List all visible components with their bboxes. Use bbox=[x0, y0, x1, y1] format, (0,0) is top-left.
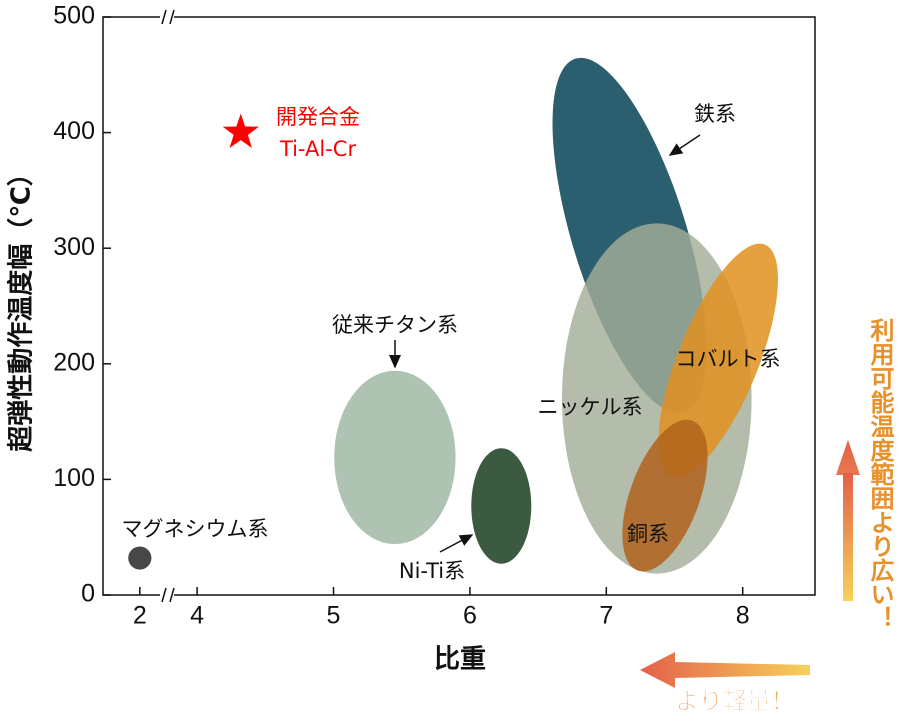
material-ellipse bbox=[622, 419, 708, 572]
y-tick-label: 500 bbox=[53, 2, 95, 30]
y-tick-label: 100 bbox=[53, 464, 95, 492]
material-ellipse bbox=[128, 546, 152, 570]
plot-marks bbox=[128, 57, 778, 574]
material-ellipse bbox=[334, 370, 456, 545]
y-tick-label: 200 bbox=[53, 348, 95, 376]
up-arrow-shaft bbox=[843, 473, 853, 601]
x-tick-label: 4 bbox=[190, 602, 204, 630]
series-label: 鉄系 bbox=[694, 102, 736, 126]
series-label: ニッケル系 bbox=[538, 395, 643, 419]
label-arrow bbox=[668, 134, 701, 156]
y-axis-label: 超弾性動作温度幅（℃） bbox=[6, 160, 37, 452]
x-tick-label: 8 bbox=[736, 602, 750, 630]
x-axis-label: 比重 bbox=[434, 645, 486, 675]
y-tick-label: 0 bbox=[81, 580, 95, 608]
up-arrow bbox=[836, 440, 860, 600]
left-arrow bbox=[640, 652, 810, 688]
x-tick-label: 5 bbox=[327, 602, 341, 630]
y-tick-label: 300 bbox=[53, 233, 95, 261]
series-label: Ni-Ti系 bbox=[399, 559, 465, 583]
wider-annotation: 利用可能温度範囲より広い！ bbox=[866, 318, 894, 630]
series-label: 銅系 bbox=[627, 522, 669, 546]
series-sublabel: Ti-Al-Cr bbox=[279, 137, 357, 161]
plot-frame bbox=[102, 16, 816, 596]
star-marker bbox=[222, 113, 259, 148]
series-label: マグネシウム系 bbox=[122, 517, 269, 541]
y-tick-label: 400 bbox=[53, 117, 95, 145]
series-label: 開発合金 bbox=[276, 105, 360, 129]
axis-break bbox=[160, 9, 175, 603]
label-arrow bbox=[439, 534, 474, 553]
series-label: 従来チタン系 bbox=[332, 313, 458, 337]
material-ellipse bbox=[471, 448, 532, 564]
x-tick-label: 2 bbox=[133, 602, 147, 630]
x-tick-label: 7 bbox=[599, 602, 613, 630]
material-ellipse bbox=[658, 243, 778, 478]
x-tick-label: 6 bbox=[463, 602, 477, 630]
series-label: コバルト系 bbox=[676, 347, 781, 371]
lighter-annotation: より軽量！ bbox=[675, 687, 795, 715]
